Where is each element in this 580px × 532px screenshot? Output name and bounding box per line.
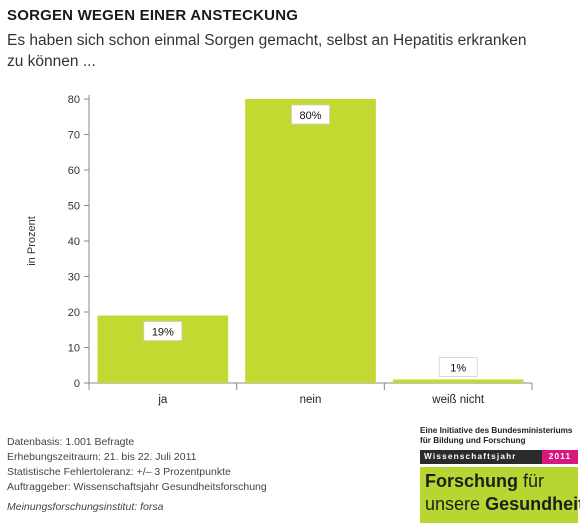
logo-word-fuer: für xyxy=(523,471,545,491)
y-axis-label: in Prozent xyxy=(26,216,38,266)
data-label-0: 19% xyxy=(152,327,174,339)
footer-line-sample: Datenbasis: 1.001 Befragte xyxy=(7,436,135,448)
category-label-0: ja xyxy=(157,394,168,406)
bar-1 xyxy=(245,99,376,383)
data-label-1: 80% xyxy=(299,110,321,122)
y-tick-label-30: 30 xyxy=(68,272,80,284)
footer-notes: Datenbasis: 1.001 Befragte Erhebungszeit… xyxy=(7,435,267,515)
footer-line-client: Auftraggeber: Wissenschaftsjahr Gesundhe… xyxy=(7,481,267,493)
data-label-box-1 xyxy=(291,104,330,125)
bar-2 xyxy=(392,379,524,383)
category-label-2: weiß nicht xyxy=(431,394,485,406)
y-tick-label-0: 0 xyxy=(74,378,80,390)
data-label-box-2 xyxy=(438,357,478,377)
logo-band: Wissenschaftsjahr 2011 xyxy=(420,450,578,464)
data-label-2: 1% xyxy=(450,362,466,374)
y-tick-label-80: 80 xyxy=(68,94,80,106)
wissenschaftsjahr-logo: Eine Initiative des Bundesministeriums f… xyxy=(420,426,580,528)
y-tick-label-20: 20 xyxy=(68,307,80,319)
footer-line-period: Erhebungszeitraum: 21. bis 22. Juli 2011 xyxy=(7,451,197,463)
logo-word-gesundheit: Gesundheit xyxy=(485,494,580,514)
logo-ministry-line-2: für Bildung und Forschung xyxy=(420,436,526,445)
data-label-box-0 xyxy=(143,321,183,341)
logo-word-unsere: unsere xyxy=(425,494,481,514)
chart-title: SORGEN WEGEN EINER ANSTECKUNG xyxy=(7,7,299,24)
y-tick-label-50: 50 xyxy=(68,201,80,213)
y-tick-label-60: 60 xyxy=(68,165,80,177)
logo-band-text: Wissenschaftsjahr xyxy=(420,450,542,464)
y-tick-label-40: 40 xyxy=(68,236,80,248)
logo-slogan-box: Forschung für unsere Gesundheit xyxy=(420,467,580,523)
category-label-1: nein xyxy=(300,394,322,406)
logo-slogan-line-1: Forschung für xyxy=(425,470,573,493)
logo-band-year: 2011 xyxy=(542,450,578,464)
chart-subtitle: Es haben sich schon einmal Sorgen gemach… xyxy=(7,32,527,70)
y-tick-label-10: 10 xyxy=(68,343,80,355)
logo-ministry-line-1: Eine Initiative des Bundesministeriums xyxy=(420,426,573,435)
bar-chart: 0 10 20 30 40 50 60 70 80 in Prozent 19% ja 80% nein 1… xyxy=(26,94,533,406)
footer-line-tolerance: Statistische Fehlertoleranz: +/– 3 Proze… xyxy=(7,466,231,478)
y-tick-label-70: 70 xyxy=(68,130,80,142)
footer-institute: Meinungsforschungsinstitut: forsa xyxy=(7,501,164,513)
logo-word-forschung: Forschung xyxy=(425,471,518,491)
logo-slogan-line-2: unsere Gesundheit xyxy=(425,493,580,516)
